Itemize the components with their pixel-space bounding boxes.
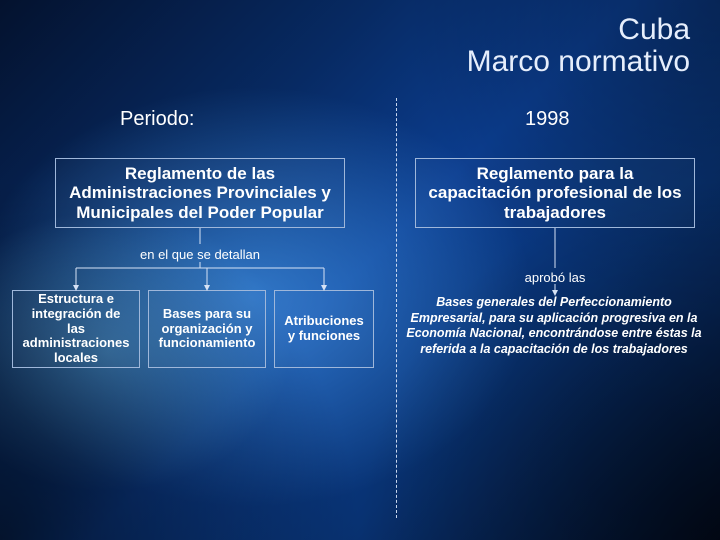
left-child-box-3: Atribuciones y funciones bbox=[274, 290, 374, 368]
connector-lines bbox=[0, 0, 720, 540]
left-child-box-1: Estructura e integración de las administ… bbox=[12, 290, 140, 368]
right-note: Bases generales del Perfeccionamiento Em… bbox=[404, 295, 704, 358]
title-line-2: Marco normativo bbox=[467, 46, 690, 78]
right-main-box: Reglamento para la capacitación profesio… bbox=[415, 158, 695, 228]
slide-title: Cuba Marco normativo bbox=[467, 14, 690, 77]
left-main-box: Reglamento de las Administraciones Provi… bbox=[55, 158, 345, 228]
right-connector-label: aprobó las bbox=[500, 270, 610, 285]
left-connector-label: en el que se detallan bbox=[135, 247, 265, 262]
right-column-header: 1998 bbox=[525, 108, 570, 131]
title-line-1: Cuba bbox=[467, 14, 690, 46]
left-column-header: Periodo: bbox=[120, 108, 195, 131]
center-divider bbox=[396, 98, 397, 518]
left-child-box-2: Bases para su organización y funcionamie… bbox=[148, 290, 266, 368]
